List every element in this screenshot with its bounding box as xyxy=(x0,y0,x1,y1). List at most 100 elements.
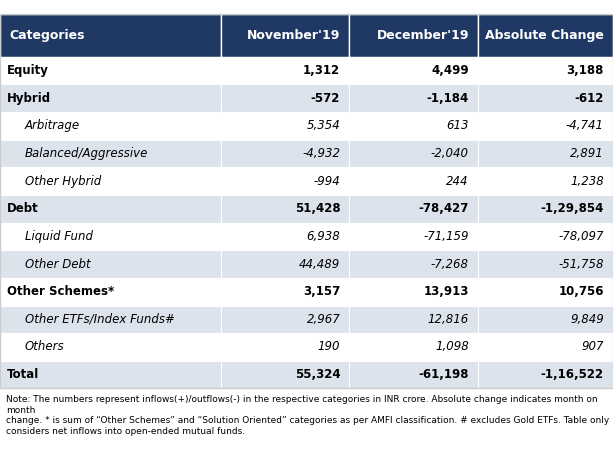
Text: Other Debt: Other Debt xyxy=(25,258,90,271)
Bar xyxy=(478,306,613,333)
Bar xyxy=(221,57,349,85)
Bar xyxy=(221,14,349,57)
Text: 44,489: 44,489 xyxy=(299,258,340,271)
Bar xyxy=(478,140,613,167)
Text: -2,040: -2,040 xyxy=(431,147,469,160)
Bar xyxy=(349,195,478,223)
Text: -572: -572 xyxy=(311,92,340,105)
Text: -78,097: -78,097 xyxy=(558,230,604,243)
Bar xyxy=(478,333,613,361)
Text: -51,758: -51,758 xyxy=(558,258,604,271)
Bar xyxy=(349,250,478,278)
Text: 613: 613 xyxy=(446,119,469,133)
Bar xyxy=(478,57,613,85)
Text: 5,354: 5,354 xyxy=(306,119,340,133)
Text: Other Schemes*: Other Schemes* xyxy=(7,285,115,298)
Bar xyxy=(478,85,613,112)
Bar xyxy=(349,223,478,250)
Text: -7,268: -7,268 xyxy=(431,258,469,271)
Bar xyxy=(0,167,221,195)
Bar xyxy=(0,333,221,361)
Bar xyxy=(0,223,221,250)
Bar xyxy=(0,85,221,112)
Bar xyxy=(0,14,221,57)
Text: 2,967: 2,967 xyxy=(306,313,340,326)
Text: 3,157: 3,157 xyxy=(303,285,340,298)
Bar xyxy=(221,167,349,195)
Text: Absolute Change: Absolute Change xyxy=(485,29,604,42)
Text: 907: 907 xyxy=(581,340,604,354)
Text: 12,816: 12,816 xyxy=(428,313,469,326)
Bar xyxy=(0,361,221,388)
Text: 13,913: 13,913 xyxy=(424,285,469,298)
Bar xyxy=(221,85,349,112)
Text: December'19: December'19 xyxy=(376,29,469,42)
Text: 1,098: 1,098 xyxy=(435,340,469,354)
Bar xyxy=(0,112,221,140)
Bar xyxy=(349,85,478,112)
Bar xyxy=(478,223,613,250)
Bar xyxy=(221,250,349,278)
Text: -78,427: -78,427 xyxy=(419,202,469,215)
Bar xyxy=(0,306,221,333)
Bar xyxy=(221,195,349,223)
Bar xyxy=(478,167,613,195)
Bar xyxy=(478,361,613,388)
Text: Equity: Equity xyxy=(7,64,49,77)
Text: Arbitrage: Arbitrage xyxy=(25,119,80,133)
Text: Balanced/Aggressive: Balanced/Aggressive xyxy=(25,147,148,160)
Text: 4,499: 4,499 xyxy=(432,64,469,77)
Text: 55,324: 55,324 xyxy=(295,368,340,381)
Bar xyxy=(349,306,478,333)
Bar xyxy=(0,278,221,306)
Text: Liquid Fund: Liquid Fund xyxy=(25,230,93,243)
Text: Total: Total xyxy=(7,368,40,381)
Text: 9,849: 9,849 xyxy=(570,313,604,326)
Text: 1,312: 1,312 xyxy=(303,64,340,77)
Bar xyxy=(349,140,478,167)
Bar xyxy=(221,333,349,361)
Bar xyxy=(221,361,349,388)
Bar xyxy=(349,361,478,388)
Text: -612: -612 xyxy=(574,92,604,105)
Text: -1,16,522: -1,16,522 xyxy=(541,368,604,381)
Text: -1,29,854: -1,29,854 xyxy=(541,202,604,215)
Text: -994: -994 xyxy=(313,175,340,188)
Text: -1,184: -1,184 xyxy=(427,92,469,105)
Text: Categories: Categories xyxy=(9,29,85,42)
Bar xyxy=(478,14,613,57)
Text: 3,188: 3,188 xyxy=(566,64,604,77)
Text: November'19: November'19 xyxy=(247,29,340,42)
Text: 190: 190 xyxy=(318,340,340,354)
Bar xyxy=(478,112,613,140)
Bar xyxy=(349,14,478,57)
Text: Others: Others xyxy=(25,340,64,354)
Bar xyxy=(349,112,478,140)
Text: Hybrid: Hybrid xyxy=(7,92,51,105)
Text: 2,891: 2,891 xyxy=(570,147,604,160)
Bar xyxy=(349,333,478,361)
Text: Other ETFs/Index Funds#: Other ETFs/Index Funds# xyxy=(25,313,174,326)
Text: 51,428: 51,428 xyxy=(295,202,340,215)
Bar xyxy=(0,195,221,223)
Text: Other Hybrid: Other Hybrid xyxy=(25,175,101,188)
Bar xyxy=(221,278,349,306)
Text: -4,932: -4,932 xyxy=(302,147,340,160)
Bar xyxy=(221,223,349,250)
Text: 1,238: 1,238 xyxy=(570,175,604,188)
Bar xyxy=(349,57,478,85)
Bar xyxy=(0,250,221,278)
Bar xyxy=(221,112,349,140)
Text: Debt: Debt xyxy=(7,202,39,215)
Text: -61,198: -61,198 xyxy=(419,368,469,381)
Bar xyxy=(349,278,478,306)
Text: -71,159: -71,159 xyxy=(424,230,469,243)
Text: 10,756: 10,756 xyxy=(558,285,604,298)
Bar xyxy=(478,250,613,278)
Bar xyxy=(221,140,349,167)
Bar xyxy=(0,57,221,85)
Bar xyxy=(0,140,221,167)
Text: 6,938: 6,938 xyxy=(306,230,340,243)
Bar xyxy=(221,306,349,333)
Bar xyxy=(478,195,613,223)
